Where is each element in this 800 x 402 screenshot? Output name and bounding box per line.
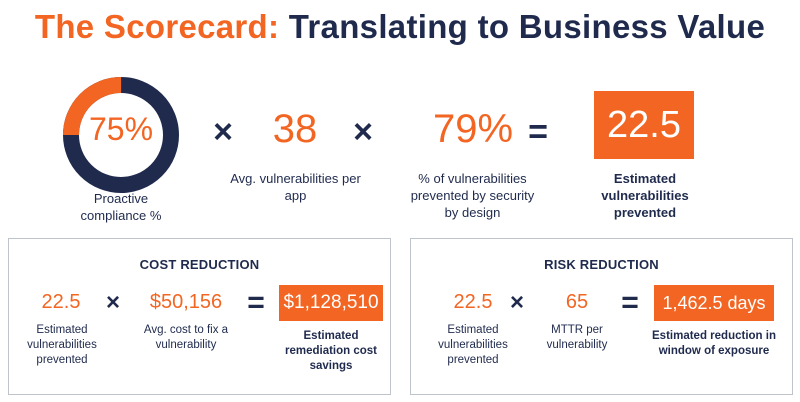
multiply-operator: × xyxy=(213,113,233,151)
panel-title: RISK REDUCTION xyxy=(544,257,659,272)
mttr-label: MTTR per vulnerability xyxy=(546,324,608,351)
title-main: Translating to Business Value xyxy=(288,8,766,45)
risk-reduction-panel: RISK REDUCTION 22.5 Estimated vulnerabil… xyxy=(410,238,793,395)
multiply-operator: × xyxy=(353,113,373,151)
cost-prevented-value: 22.5 xyxy=(41,291,81,313)
prevented-pct-value: 79% xyxy=(432,107,514,151)
cost-per-fix-value: $50,156 xyxy=(149,291,223,313)
cost-savings-box: $1,128,510 xyxy=(279,285,383,321)
result-box: 22.5 xyxy=(594,91,694,159)
compliance-label: Proactive compliance % xyxy=(80,191,162,223)
exposure-reduction-box: 1,462.5 days xyxy=(654,285,774,321)
cost-reduction-panel: COST REDUCTION 22.5 Estimated vulnerabil… xyxy=(8,238,391,395)
equals-operator: = xyxy=(621,286,639,319)
vulns-per-app-label: Avg. vulnerabilities per app xyxy=(230,171,361,203)
page-title: The Scorecard: Translating to Business V… xyxy=(0,8,800,46)
multiply-operator: × xyxy=(105,289,120,316)
panel-title: COST REDUCTION xyxy=(139,257,260,272)
equals-operator: = xyxy=(528,113,548,151)
mttr-value: 65 xyxy=(565,291,589,313)
result-label: Estimated vulnerabilities prevented xyxy=(601,171,689,220)
exposure-reduction-label: Estimated reduction in window of exposur… xyxy=(652,330,776,357)
donut-fill xyxy=(63,77,179,193)
risk-prevented-label: Estimated vulnerabilities prevented xyxy=(438,324,508,366)
cost-savings-label: Estimated remediation cost savings xyxy=(284,330,378,372)
prevented-pct-label: % of vulnerabilities prevented by securi… xyxy=(410,171,535,220)
vulns-per-app-value: 38 xyxy=(272,107,318,151)
multiply-operator: × xyxy=(509,289,524,316)
donut-chart-svg xyxy=(63,77,179,193)
cost-prevented-label: Estimated vulnerabilities prevented xyxy=(27,324,97,366)
title-highlight: The Scorecard: xyxy=(34,8,280,45)
compliance-donut: 75% xyxy=(62,76,180,194)
compliance-value: 75% xyxy=(88,111,154,147)
cost-per-fix-label: Avg. cost to fix a vulnerability xyxy=(143,324,229,351)
equals-operator: = xyxy=(247,286,265,319)
risk-prevented-value: 22.5 xyxy=(453,291,493,313)
